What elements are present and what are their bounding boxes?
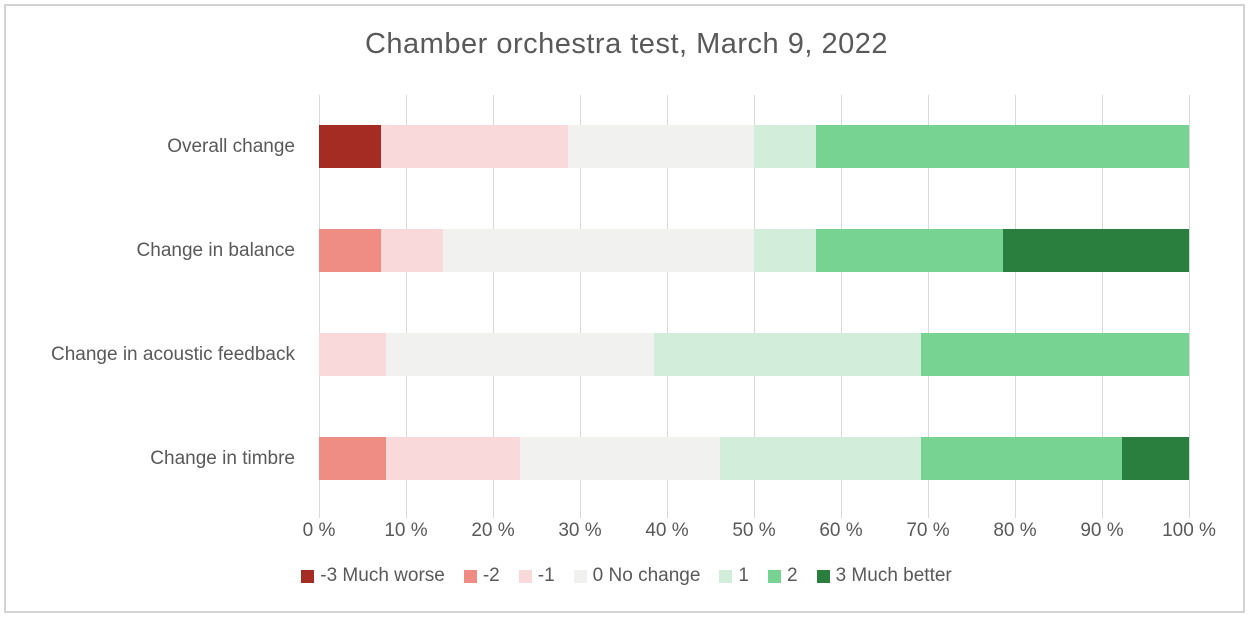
legend-item: -3 Much worse: [301, 565, 445, 587]
x-axis-tick: [666, 510, 668, 518]
bar-row: [319, 436, 1189, 480]
gridline: [405, 95, 407, 510]
gridline: [927, 95, 929, 510]
bar-row: [319, 125, 1189, 169]
legend-item: 1: [719, 565, 749, 587]
bar-row: [319, 332, 1189, 376]
gridline: [666, 95, 668, 510]
gridline: [318, 95, 320, 510]
category-label: Change in timbre: [150, 447, 295, 469]
gridline: [1101, 95, 1103, 510]
legend-label: 1: [738, 565, 749, 586]
legend-item: -2: [463, 565, 500, 587]
x-axis-tick-label: 100 %: [1162, 520, 1216, 541]
bar-segment: [921, 436, 1123, 480]
x-axis-tick: [579, 510, 581, 518]
bar-segment: [1002, 229, 1189, 273]
bar-row: [319, 229, 1189, 273]
x-axis-tick-label: 50 %: [732, 520, 776, 541]
x-axis-tick: [318, 510, 320, 518]
bar-segment: [816, 125, 1189, 169]
legend-swatch: [573, 569, 587, 583]
gridline: [1188, 95, 1190, 510]
bar-segment: [381, 125, 568, 169]
legend-swatch: [719, 569, 733, 583]
bar-segment: [753, 229, 817, 273]
legend-item: 3 Much better: [816, 565, 952, 587]
legend-swatch: [463, 569, 477, 583]
legend-swatch: [518, 569, 532, 583]
legend-swatch: [301, 569, 315, 583]
bar-segment: [385, 436, 520, 480]
x-axis-tick-label: 60 %: [819, 520, 863, 541]
gridline: [492, 95, 494, 510]
category-label: Change in acoustic feedback: [51, 343, 295, 365]
x-axis-tick-label: 40 %: [645, 520, 689, 541]
legend-swatch: [768, 569, 781, 583]
legend-label: -1: [537, 565, 555, 586]
legend-swatch: [816, 569, 830, 583]
bar-segment: [720, 436, 922, 480]
bar-segment: [319, 332, 386, 376]
x-axis-tick-label: 70 %: [906, 520, 950, 541]
x-axis-tick: [405, 510, 407, 518]
bar-segment: [753, 125, 817, 169]
bar-segment: [653, 332, 922, 376]
x-axis-tick: [753, 510, 755, 518]
legend-label: -3 Much worse: [320, 565, 445, 586]
x-axis-tick-label: 0 %: [302, 520, 336, 541]
legend: -3 Much worse -2 -1 0 No change 1 2 3 Much bet…: [0, 565, 1253, 587]
bar-segment: [319, 229, 382, 273]
legend-label: 3 Much better: [835, 565, 952, 586]
x-axis-tick: [1014, 510, 1016, 518]
legend-item: 2: [768, 565, 798, 587]
gridline: [579, 95, 581, 510]
x-axis-tick: [1101, 510, 1103, 518]
x-axis-tick-label: 10 %: [384, 520, 428, 541]
x-axis-tick-label: 80 %: [993, 520, 1037, 541]
x-axis-labels: 0 % 10 % 20 % 30 % 40 % 50 % 60 % 70 % 80 % 90 % 1…: [303, 520, 1216, 546]
x-axis-tick-label: 20 %: [471, 520, 515, 541]
x-axis-tick: [927, 510, 929, 518]
x-axis-tick: [840, 510, 842, 518]
bar-segment: [319, 125, 382, 169]
bar-segment: [1122, 436, 1189, 480]
category-label: Overall change: [167, 136, 295, 158]
legend-item: 0 No change: [573, 565, 701, 587]
bar-segment: [385, 332, 654, 376]
legend-label: -2: [482, 565, 500, 586]
gridline: [753, 95, 755, 510]
gridline: [1014, 95, 1016, 510]
x-axis-tick-label: 90 %: [1080, 520, 1124, 541]
plot-area: [318, 95, 1190, 510]
x-axis-tick-label: 30 %: [558, 520, 602, 541]
x-axis-tick: [492, 510, 494, 518]
x-axis-ticks: [318, 510, 1190, 518]
bar-segment: [816, 229, 1003, 273]
legend-item: -1: [518, 565, 555, 587]
category-label: Change in balance: [136, 240, 295, 262]
legend-label: 0 No change: [592, 565, 701, 586]
bar-segment: [921, 332, 1189, 376]
x-axis-tick: [1188, 510, 1190, 518]
bar-segment: [519, 436, 721, 480]
gridline: [840, 95, 842, 510]
bar-segment: [381, 229, 444, 273]
chart-title: Chamber orchestra test, March 9, 2022: [364, 28, 888, 60]
category-labels: Overall change Change in balance Change in…: [0, 95, 307, 510]
bar-segment: [567, 125, 754, 169]
bar-segment: [319, 436, 386, 480]
bar-segment: [443, 229, 754, 273]
legend-label: 2: [787, 565, 798, 586]
